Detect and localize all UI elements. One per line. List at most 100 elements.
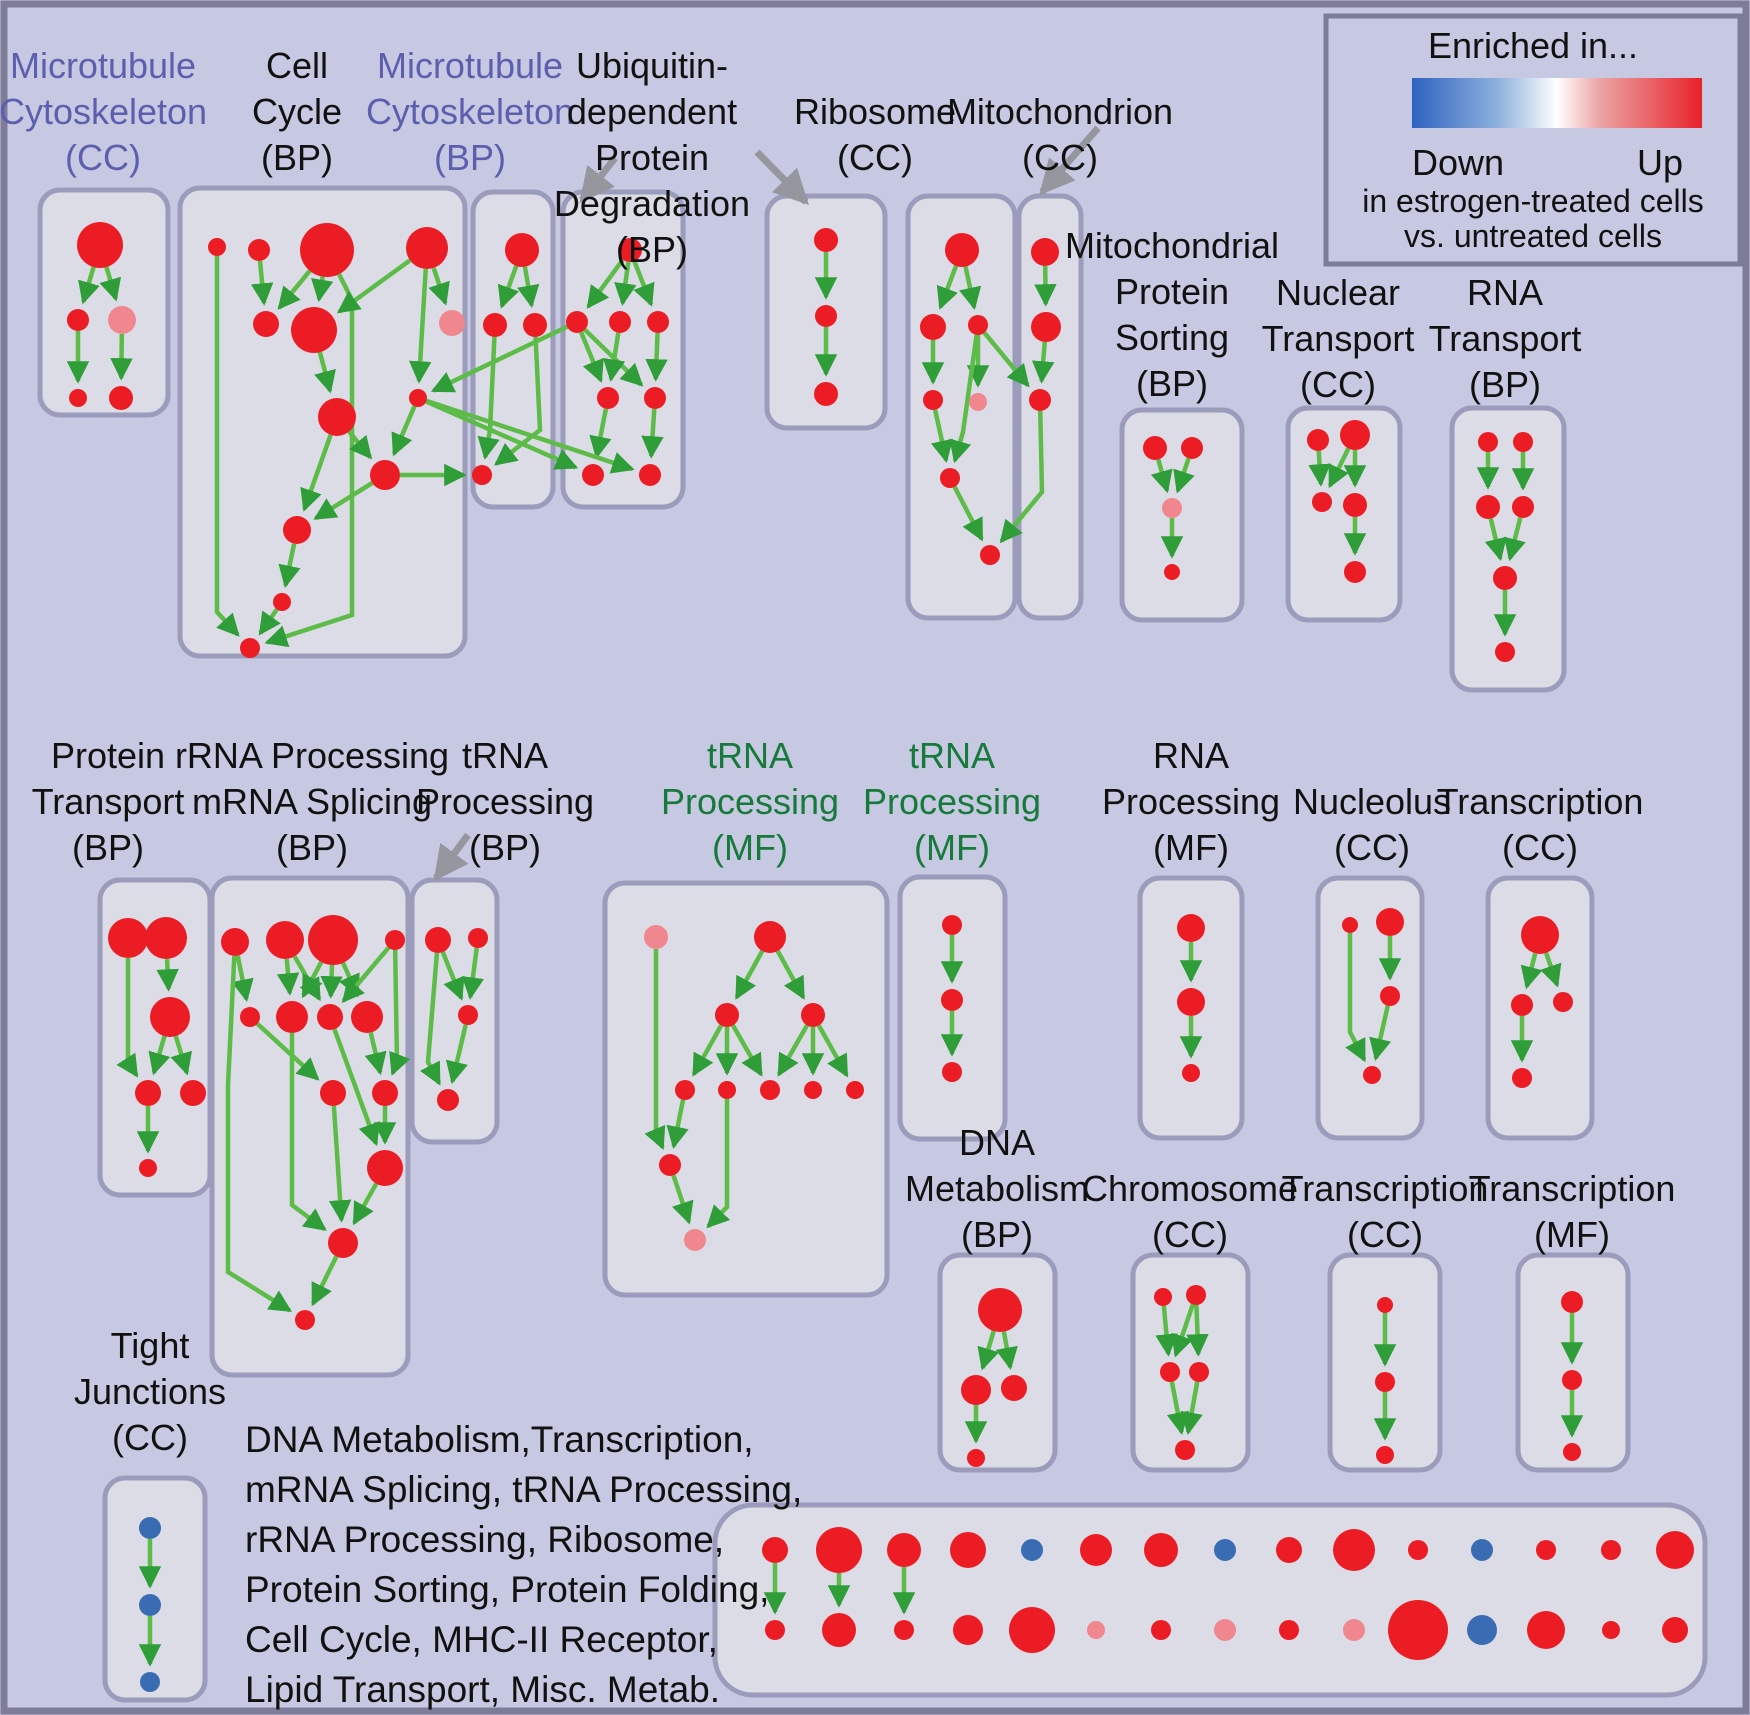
- go-term-node: [1031, 312, 1061, 342]
- edge-arrow: [1031, 341, 1055, 384]
- go-term-node: [1177, 914, 1205, 942]
- network-nodes: [67, 222, 1694, 1692]
- go-term-node: [762, 1537, 788, 1563]
- cluster-box-dna_metabolism: [937, 1252, 1058, 1473]
- edge-arrow: [170, 1035, 192, 1076]
- cluster-label-line: (BP): [434, 137, 506, 178]
- go-term-node: [1143, 436, 1167, 460]
- edge-arrow: [347, 430, 373, 460]
- cluster-label-line: Processing: [661, 781, 839, 822]
- cluster-label-line: (BP): [961, 1214, 1033, 1255]
- go-term-node: [942, 1062, 962, 1082]
- edge-arrow: [225, 955, 293, 1313]
- go-term-node: [1662, 1617, 1688, 1643]
- edge-arrow: [1520, 952, 1543, 990]
- cluster-label-line: (MF): [914, 827, 990, 868]
- go-term-node: [135, 1080, 161, 1106]
- legend-box: [1323, 13, 1743, 267]
- go-term-node: [291, 307, 337, 353]
- edge-arrow: [311, 276, 334, 303]
- go-term-node: [1189, 1362, 1209, 1382]
- go-term-node: [846, 1081, 864, 1099]
- go-term-node: [718, 1081, 736, 1099]
- cluster-label: Protein Transport (BP): [32, 735, 185, 868]
- footnote-line: Lipid Transport, Misc. Metab.: [245, 1669, 720, 1710]
- edge-arrow: [952, 485, 984, 542]
- go-term-node: [276, 1001, 308, 1033]
- go-term-node: [961, 1375, 991, 1405]
- go-term-node: [1478, 432, 1498, 452]
- cluster-label-line: (CC): [1347, 1214, 1423, 1255]
- cluster-label-line: Ubiquitin-: [576, 45, 728, 86]
- cluster-label-line: Cytoskeleton: [0, 91, 207, 132]
- go-term-node: [967, 1449, 985, 1467]
- edge-arrow: [614, 261, 637, 306]
- edge-arrow: [959, 266, 982, 311]
- go-term-node: [1175, 1440, 1195, 1460]
- go-term-node: [1182, 1064, 1200, 1082]
- legend-gradient-bar: [1412, 78, 1702, 128]
- edge-arrow: [214, 256, 240, 637]
- edge-arrow: [156, 958, 179, 992]
- go-term-node: [1471, 1539, 1493, 1561]
- cluster-label-line: (BP): [276, 827, 348, 868]
- legend-up-label: Up: [1637, 142, 1683, 183]
- edge-arrow: [300, 434, 333, 512]
- go-term-node: [150, 997, 190, 1037]
- edge-arrow: [255, 1022, 320, 1081]
- go-term-node: [69, 389, 87, 407]
- go-term-node: [273, 593, 291, 611]
- go-term-node: [1186, 1285, 1206, 1305]
- go-term-node: [609, 311, 631, 333]
- go-term-node: [67, 309, 89, 331]
- edge-arrow: [419, 952, 442, 1086]
- cluster-label-line: Chromosome: [1082, 1168, 1298, 1209]
- cluster-label-line: Microtubule: [10, 45, 196, 86]
- edge-arrow: [1173, 457, 1195, 494]
- legend-subtitle-line1: in estrogen-treated cells: [1362, 183, 1704, 219]
- go-term-node: [1467, 1615, 1497, 1645]
- go-term-node: [372, 1080, 398, 1106]
- edge-arrow: [734, 949, 765, 1000]
- go-term-node: [950, 1532, 986, 1568]
- cluster-label: tRNA Processing (BP): [416, 735, 594, 868]
- cluster-label-line: Protein: [51, 735, 165, 776]
- go-term-node: [385, 930, 405, 950]
- go-term-node: [1602, 1621, 1620, 1639]
- edge-arrow: [999, 410, 1045, 544]
- go-term-node: [1380, 986, 1400, 1006]
- go-term-node: [1144, 1533, 1178, 1567]
- go-term-node: [1164, 564, 1180, 580]
- go-term-node: [300, 223, 354, 277]
- footnote-line: Cell Cycle, MHC-II Receptor,: [245, 1619, 718, 1660]
- go-term-node: [1511, 994, 1533, 1016]
- cluster-label-line: Microtubule: [377, 45, 563, 86]
- cluster-label-line: Transport: [32, 781, 185, 822]
- cluster-label: Mitochondrion (CC): [947, 91, 1173, 178]
- edge-arrow: [497, 265, 520, 309]
- edge-arrow: [644, 949, 666, 1150]
- edge-arrow: [276, 958, 300, 996]
- go-term-node: [295, 1310, 315, 1330]
- go-term-node: [1333, 1529, 1375, 1571]
- cluster-label-line: Tight: [111, 1325, 190, 1366]
- edge-arrow: [666, 1099, 689, 1150]
- go-term-node: [804, 1081, 822, 1099]
- go-term-node: [1021, 1539, 1043, 1561]
- go-term-node: [523, 313, 547, 337]
- footnote-line: Protein Sorting, Protein Folding,: [245, 1569, 769, 1610]
- go-term-node: [1009, 1607, 1055, 1653]
- edge-arrow: [706, 1099, 731, 1229]
- go-term-node: [1343, 493, 1367, 517]
- edge-arrow: [99, 266, 122, 302]
- edge-arrow: [320, 964, 343, 999]
- edge-arrow: [691, 1024, 724, 1077]
- edge-arrow: [1369, 1005, 1392, 1062]
- go-term-node: [894, 1620, 914, 1640]
- go-term-node: [139, 1159, 157, 1177]
- edge-arrow: [995, 1331, 1018, 1370]
- go-term-node: [1376, 908, 1404, 936]
- go-term-node: [367, 1150, 403, 1186]
- go-term-node: [969, 393, 987, 411]
- cluster-box-chromosome: [1130, 1252, 1251, 1473]
